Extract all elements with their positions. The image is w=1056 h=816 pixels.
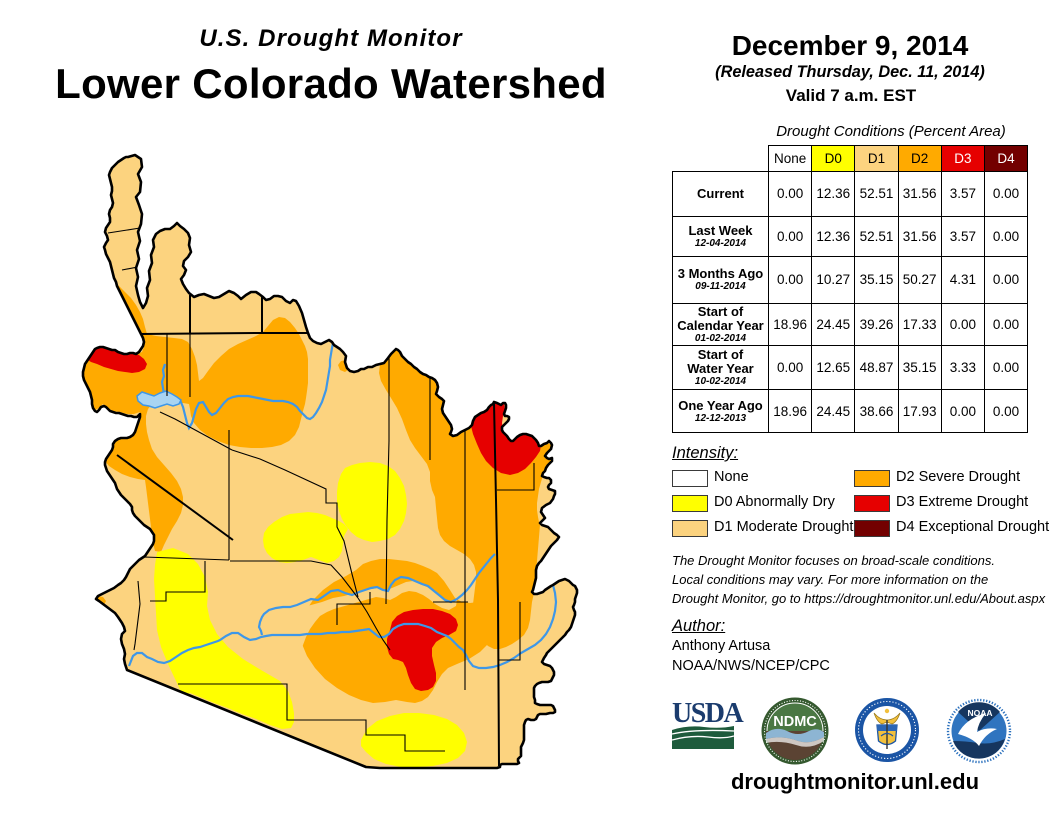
- svg-text:NOAA: NOAA: [967, 708, 992, 718]
- svg-text:NDMC: NDMC: [773, 714, 817, 730]
